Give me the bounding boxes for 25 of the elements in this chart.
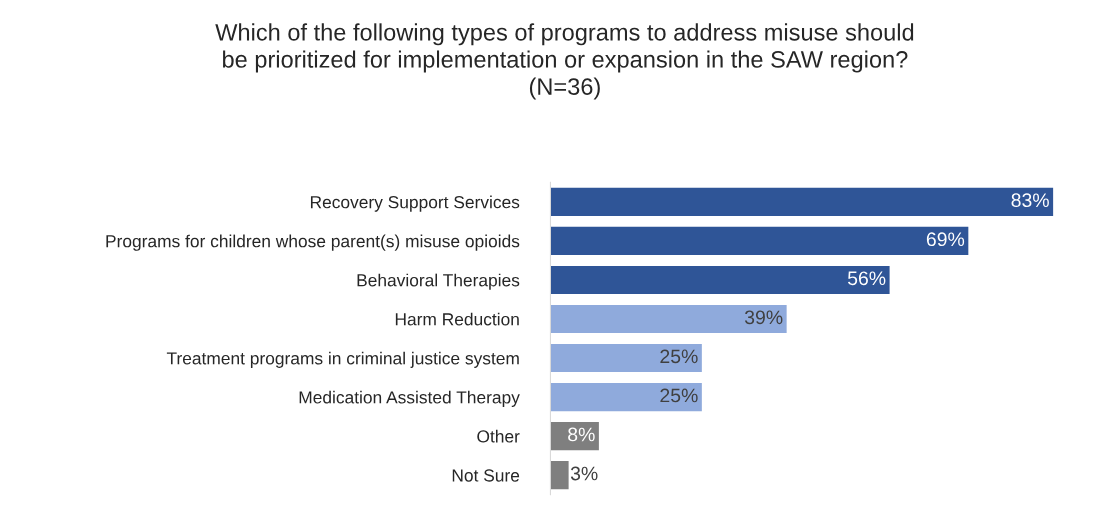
data-label: 8%: [568, 427, 595, 442]
bar: [550, 422, 599, 451]
bar: [550, 265, 890, 294]
y-tick-label: Treatment programs in criminal justice system: [166, 351, 519, 368]
bar: [550, 383, 702, 412]
data-label: 25%: [660, 388, 698, 403]
y-tick-label: Harm Reduction: [395, 312, 519, 326]
y-tick-label: Behavioral Therapies: [357, 273, 520, 290]
y-tick-label: Other: [477, 429, 520, 443]
data-label: 3%: [570, 466, 598, 481]
y-tick-label: Not Sure: [452, 469, 520, 482]
data-label: 83%: [1011, 193, 1049, 208]
y-tick-label: Programs for children whose parent(s) misuse opioids: [106, 234, 520, 251]
bar: [550, 187, 1054, 216]
bar: [550, 461, 569, 490]
bar: [550, 343, 702, 373]
bar: [550, 304, 787, 334]
data-label: 69%: [926, 232, 965, 247]
y-tick-label: Recovery Support Services: [310, 195, 520, 212]
y-tick-label: Medication Assisted Therapy: [299, 390, 520, 407]
data-label: 25%: [660, 349, 698, 364]
chart-title: Which of the following types of programs to address misuse should be prioritized for implementation or expansion in the SAW region? (N=36): [215, 23, 914, 100]
data-label: 39%: [744, 310, 783, 325]
data-label: 56%: [847, 271, 886, 286]
bar: [550, 226, 969, 255]
